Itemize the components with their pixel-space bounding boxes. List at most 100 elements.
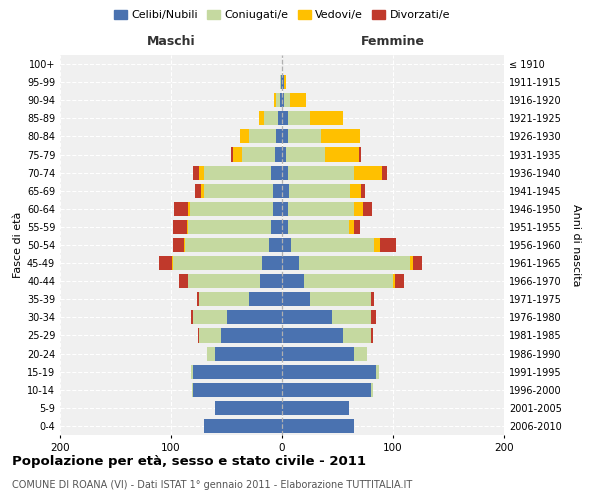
Bar [282, 274, 304, 288]
Bar [382, 166, 388, 179]
Bar [193, 364, 282, 378]
Bar [282, 148, 286, 162]
Bar [269, 238, 282, 252]
Bar [282, 130, 287, 143]
Bar [280, 75, 281, 89]
Bar [277, 130, 282, 143]
Bar [188, 220, 271, 234]
Bar [282, 346, 354, 360]
Bar [282, 401, 349, 415]
Bar [371, 328, 373, 342]
Y-axis label: Fasce di età: Fasce di età [13, 212, 23, 278]
Bar [281, 75, 282, 89]
Bar [204, 166, 271, 179]
Bar [275, 148, 282, 162]
Bar [172, 256, 173, 270]
Bar [290, 93, 307, 108]
Bar [264, 112, 278, 126]
Bar [215, 401, 282, 415]
Bar [271, 166, 282, 179]
Bar [179, 274, 188, 288]
Bar [277, 93, 280, 108]
Bar [193, 310, 227, 324]
Bar [325, 148, 359, 162]
Bar [204, 419, 282, 433]
Bar [231, 148, 233, 162]
Bar [343, 328, 371, 342]
Bar [185, 238, 269, 252]
Bar [187, 220, 188, 234]
Bar [282, 202, 287, 216]
Bar [197, 292, 199, 306]
Bar [249, 130, 277, 143]
Bar [310, 292, 371, 306]
Bar [282, 112, 287, 126]
Bar [282, 328, 343, 342]
Bar [173, 256, 262, 270]
Bar [284, 75, 286, 89]
Bar [282, 220, 287, 234]
Bar [354, 220, 360, 234]
Bar [271, 220, 282, 234]
Bar [190, 202, 273, 216]
Bar [304, 274, 393, 288]
Bar [363, 202, 372, 216]
Bar [354, 166, 382, 179]
Bar [287, 166, 354, 179]
Bar [201, 184, 204, 198]
Bar [221, 328, 282, 342]
Text: Popolazione per età, sesso e stato civile - 2011: Popolazione per età, sesso e stato civil… [12, 455, 366, 468]
Bar [282, 184, 289, 198]
Bar [282, 292, 310, 306]
Bar [192, 382, 193, 397]
Bar [376, 364, 379, 378]
Bar [349, 220, 354, 234]
Bar [197, 328, 199, 342]
Bar [410, 256, 413, 270]
Text: COMUNE DI ROANA (VI) - Dati ISTAT 1° gennaio 2011 - Elaborazione TUTTITALIA.IT: COMUNE DI ROANA (VI) - Dati ISTAT 1° gen… [12, 480, 412, 490]
Bar [286, 148, 325, 162]
Bar [282, 166, 287, 179]
Bar [371, 310, 376, 324]
Bar [380, 238, 397, 252]
Bar [199, 166, 204, 179]
Bar [215, 346, 282, 360]
Bar [206, 346, 215, 360]
Bar [282, 364, 376, 378]
Bar [173, 220, 187, 234]
Bar [199, 328, 221, 342]
Bar [354, 346, 367, 360]
Bar [359, 148, 361, 162]
Bar [287, 112, 310, 126]
Y-axis label: Anni di nascita: Anni di nascita [571, 204, 581, 286]
Bar [287, 130, 321, 143]
Bar [159, 256, 172, 270]
Bar [282, 238, 291, 252]
Bar [199, 292, 249, 306]
Bar [282, 93, 284, 108]
Bar [371, 292, 374, 306]
Bar [282, 256, 299, 270]
Bar [193, 166, 199, 179]
Bar [175, 202, 188, 216]
Bar [240, 130, 249, 143]
Bar [204, 184, 273, 198]
Bar [259, 112, 264, 126]
Legend: Celibi/Nubili, Coniugati/e, Vedovi/e, Divorzati/e: Celibi/Nubili, Coniugati/e, Vedovi/e, Di… [109, 6, 455, 25]
Bar [393, 274, 395, 288]
Bar [191, 364, 193, 378]
Bar [413, 256, 422, 270]
Bar [274, 93, 277, 108]
Bar [374, 238, 380, 252]
Bar [395, 274, 404, 288]
Bar [282, 310, 332, 324]
Bar [260, 274, 282, 288]
Bar [282, 382, 371, 397]
Bar [193, 382, 282, 397]
Bar [282, 419, 354, 433]
Bar [282, 75, 284, 89]
Bar [371, 382, 373, 397]
Bar [273, 184, 282, 198]
Bar [227, 310, 282, 324]
Bar [249, 292, 282, 306]
